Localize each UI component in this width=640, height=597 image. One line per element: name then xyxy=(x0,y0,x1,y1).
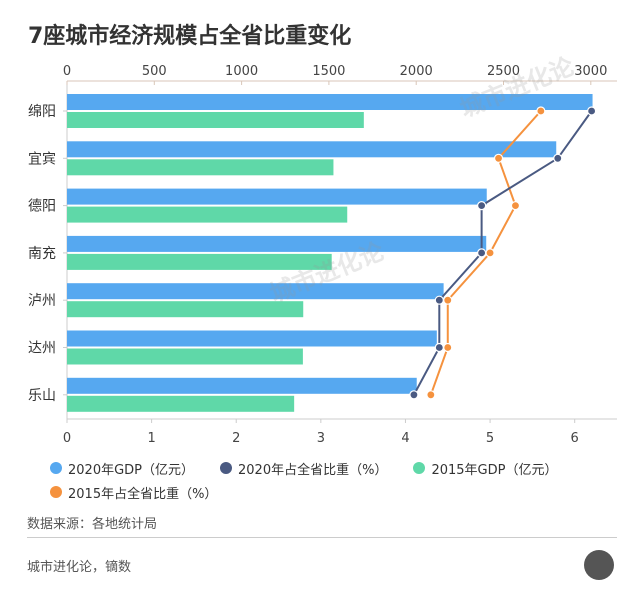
bar-2015-gdp xyxy=(67,253,332,270)
line-point xyxy=(587,106,597,116)
category-label: 南充 xyxy=(28,246,56,262)
line-point xyxy=(477,201,487,211)
line-point xyxy=(553,153,563,163)
legend-dot-icon xyxy=(50,486,62,498)
line-point xyxy=(510,201,521,211)
bottom-tick-label: 4 xyxy=(401,431,409,446)
category-label: 宜宾 xyxy=(28,151,56,167)
bar-2015-gdp xyxy=(67,112,364,128)
bar-2015-gdp xyxy=(67,206,348,223)
bar-2015-gdp xyxy=(67,301,304,318)
bar-2020-gdp xyxy=(67,141,557,158)
bar-2020-gdp xyxy=(67,235,487,252)
watermark: 城市进化论 xyxy=(456,52,579,123)
top-tick-label: 1500 xyxy=(312,64,345,79)
category-label: 乐山 xyxy=(28,388,56,404)
bar-2020-gdp xyxy=(67,283,444,300)
bottom-tick-label: 5 xyxy=(486,431,494,446)
legend-item[interactable]: 2015年占全省比重（%） xyxy=(50,480,217,504)
line-point xyxy=(434,342,444,353)
bar-2020-gdp xyxy=(67,330,437,347)
bar-2015-gdp xyxy=(67,348,303,365)
logo xyxy=(584,550,614,580)
line-point xyxy=(443,342,453,353)
legend-item[interactable]: 2015年GDP（亿元） xyxy=(413,456,557,480)
line-point xyxy=(409,390,419,400)
top-tick-label: 500 xyxy=(142,64,167,79)
top-tick-label: 1000 xyxy=(225,64,258,79)
line-point xyxy=(477,248,487,258)
bar-2015-gdp xyxy=(67,395,295,412)
line-point xyxy=(536,106,546,116)
bar-2015-gdp xyxy=(67,159,334,176)
legend-dot-icon xyxy=(50,462,62,474)
top-tick-label: 2500 xyxy=(487,64,520,79)
footer-credit: 城市进化论，镝数 xyxy=(27,560,132,575)
bottom-tick-label: 2 xyxy=(232,431,240,446)
category-label: 绵阳 xyxy=(28,103,56,120)
legend-label: 2015年GDP（亿元） xyxy=(431,462,558,478)
bar-2020-gdp xyxy=(67,94,593,110)
divider xyxy=(27,537,617,538)
legend-label: 2015年占全省比重（%） xyxy=(68,486,218,502)
legend-dot-icon xyxy=(220,462,233,474)
data-source: 数据来源：各地统计局 xyxy=(27,517,158,532)
bottom-tick-label: 6 xyxy=(571,431,579,446)
bar-2020-gdp xyxy=(67,377,417,394)
category-label: 泸州 xyxy=(28,293,56,309)
legend-label: 2020年占全省比重（%） xyxy=(238,462,388,478)
top-tick-label: 0 xyxy=(63,64,71,79)
legend-dot-icon xyxy=(413,462,426,474)
line-point xyxy=(426,390,436,400)
legend-item[interactable]: 2020年占全省比重（%） xyxy=(220,456,387,480)
chart-title: 7座城市经济规模占全省比重变化 xyxy=(28,24,352,49)
line-point xyxy=(443,295,453,305)
category-label: 达州 xyxy=(28,341,56,357)
line-point xyxy=(434,295,444,305)
legend-label: 2020年GDP（亿元） xyxy=(68,462,195,478)
legend-item[interactable]: 2020年GDP（亿元） xyxy=(50,456,194,480)
bottom-tick-label: 3 xyxy=(317,431,325,446)
chart: 0 500 1000 1500 2000 2500 3000 0 1 2 3 4 5 6 绵阳宜宾德阳南充泸… xyxy=(28,52,617,446)
category-label: 德阳 xyxy=(28,199,56,215)
line-point xyxy=(493,153,504,163)
top-tick-label: 3000 xyxy=(574,64,607,79)
bar-2020-gdp xyxy=(67,188,487,205)
legend: 2020年GDP（亿元） 2020年占全省比重（%） 2015年GDP（亿元） 201… xyxy=(50,456,630,504)
top-tick-label: 2000 xyxy=(400,64,433,79)
line-point xyxy=(485,248,495,258)
bottom-tick-label: 0 xyxy=(63,431,71,446)
bottom-tick-label: 1 xyxy=(147,431,155,446)
